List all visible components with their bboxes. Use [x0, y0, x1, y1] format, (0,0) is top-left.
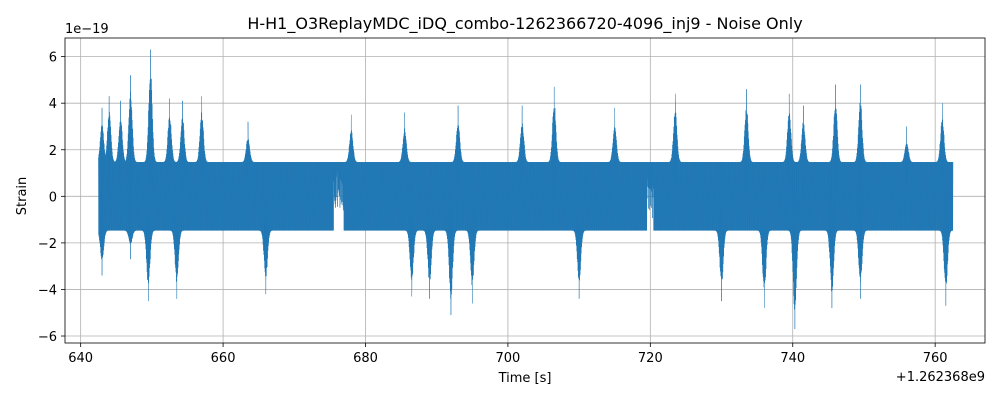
- x-axis-ticks: 640 660 680 700 720 740 760: [68, 343, 948, 366]
- x-tick-label: 640: [68, 351, 93, 366]
- y-tick-label: 4: [49, 97, 57, 112]
- series-layer: [98, 49, 954, 330]
- x-tick-label: 720: [638, 351, 663, 366]
- y-axis-ticks: −6 −4 −2 0 2 4 6: [38, 51, 65, 345]
- y-axis-scale-label: 1e−19: [65, 22, 109, 37]
- axes-frame: [64, 37, 986, 344]
- y-tick-label: −6: [38, 330, 57, 345]
- chart-title: H-H1_O3ReplayMDC_iDQ_combo-1262366720-40…: [247, 14, 802, 34]
- y-tick-label: −2: [38, 237, 57, 252]
- y-tick-label: 2: [49, 144, 57, 159]
- x-tick-label: 660: [211, 351, 236, 366]
- y-tick-label: 6: [49, 51, 57, 66]
- x-axis-offset-label: +1.262368e9: [896, 370, 985, 385]
- x-tick-label: 700: [495, 351, 520, 366]
- strain-series-line: [98, 49, 954, 330]
- y-axis-label: Strain: [15, 177, 30, 216]
- x-tick-label: 760: [923, 351, 948, 366]
- x-axis-label: Time [s]: [498, 371, 552, 386]
- y-tick-label: −4: [38, 283, 57, 298]
- x-tick-label: 680: [353, 351, 378, 366]
- x-tick-label: 740: [780, 351, 805, 366]
- y-tick-label: 0: [49, 190, 57, 205]
